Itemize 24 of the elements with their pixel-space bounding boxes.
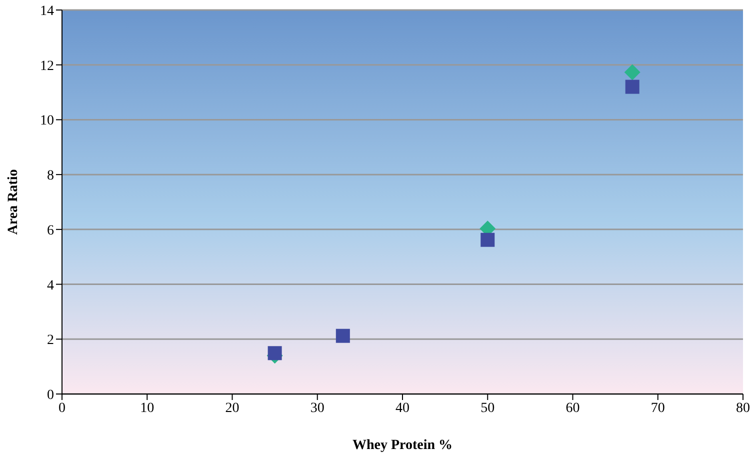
- y-tick-label: 8: [47, 168, 54, 184]
- y-axis-title: Area Ratio: [6, 169, 21, 235]
- y-tick-label: 6: [47, 223, 54, 238]
- x-tick-label: 30: [310, 400, 324, 416]
- x-tick-label: 40: [396, 400, 410, 416]
- point: [625, 80, 640, 94]
- y-tick-label: 4: [47, 278, 54, 294]
- x-tick-label: 60: [566, 400, 580, 416]
- x-axis-title: Whey Protein %: [352, 438, 453, 453]
- y-tick-label: 12: [40, 58, 54, 74]
- y-tick-label: 2: [47, 333, 54, 348]
- y-tick-label: 14: [40, 4, 54, 19]
- point: [336, 328, 350, 343]
- point: [268, 346, 282, 360]
- x-tick-label: 20: [225, 400, 240, 416]
- x-tick-label: 80: [736, 400, 750, 416]
- y-tick-label: 10: [40, 114, 54, 129]
- x-tick-label: 50: [480, 400, 495, 416]
- x-tick-label: 10: [140, 400, 154, 416]
- point: [624, 64, 640, 80]
- y-tick-label: 0: [47, 388, 54, 403]
- x-tick-label: 70: [650, 400, 665, 416]
- point: [480, 232, 495, 247]
- x-tick-label: 0: [58, 400, 66, 416]
